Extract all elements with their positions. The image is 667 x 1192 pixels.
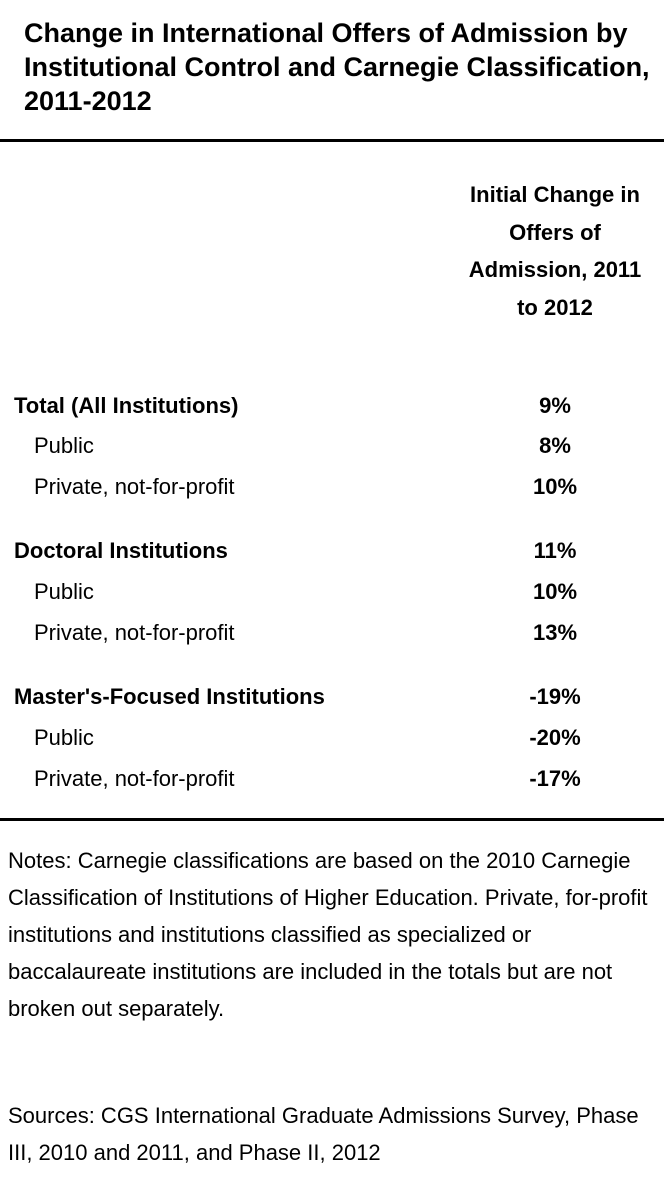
- row-value: 9%: [539, 393, 571, 418]
- table-row: Master's-Focused Institutions -19%: [0, 682, 664, 712]
- row-value: 10%: [532, 474, 578, 499]
- table-row: Private, not-for-profit 10%: [0, 472, 664, 502]
- row-label: Private, not-for-profit: [34, 766, 235, 791]
- row-value: -19%: [529, 684, 581, 709]
- row-label: Public: [34, 725, 94, 750]
- column-header: Initial Change in Offers of Admission, 2…: [468, 182, 642, 320]
- row-label: Private, not-for-profit: [34, 620, 235, 645]
- row-value: -20%: [529, 725, 581, 750]
- top-rule: [0, 139, 664, 142]
- table-row: Total (All Institutions) 9%: [0, 391, 664, 421]
- row-label: Public: [34, 433, 94, 458]
- notes-text: Notes: Carnegie classifications are base…: [8, 848, 648, 1021]
- row-label: Public: [34, 579, 94, 604]
- row-value: -17%: [529, 766, 581, 791]
- table-row: Doctoral Institutions 11%: [0, 536, 664, 566]
- table-title: Change in International Offers of Admiss…: [24, 18, 650, 116]
- row-value: 11%: [533, 538, 577, 563]
- table-row: Private, not-for-profit 13%: [0, 618, 664, 648]
- row-label: Total (All Institutions): [14, 393, 239, 418]
- row-label: Doctoral Institutions: [14, 538, 228, 563]
- row-value: 10%: [532, 579, 578, 604]
- row-label: Private, not-for-profit: [34, 474, 235, 499]
- sources-text: Sources: CGS International Graduate Admi…: [8, 1103, 639, 1165]
- table-row: Public 8%: [0, 431, 664, 461]
- table-row: Private, not-for-profit -17%: [0, 764, 664, 794]
- row-value: 8%: [539, 433, 571, 458]
- table-row: Public 10%: [0, 577, 664, 607]
- row-value: 13%: [532, 620, 578, 645]
- bottom-rule: [0, 818, 664, 821]
- row-label: Master's-Focused Institutions: [14, 684, 325, 709]
- table-row: Public -20%: [0, 723, 664, 753]
